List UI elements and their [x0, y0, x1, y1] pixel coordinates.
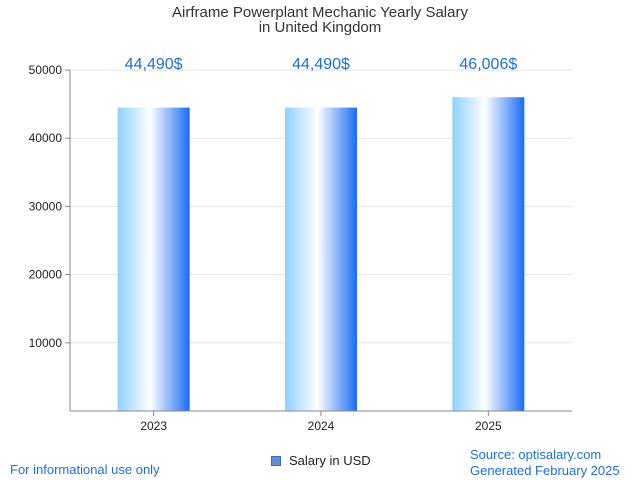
- legend-swatch: [271, 455, 281, 466]
- data-labels: 44,490$ 44,490$ 46,006$: [125, 56, 518, 73]
- generated-text: Generated February 2025: [470, 463, 620, 478]
- y-tick-label: 10000: [29, 336, 63, 350]
- y-tick-label: 40000: [29, 131, 63, 145]
- data-label-2023: 44,490$: [125, 56, 183, 73]
- y-tick-label: 30000: [29, 199, 63, 213]
- axes: 2023 2024 2025: [69, 70, 572, 433]
- source-block: Source: optisalary.com Generated Februar…: [470, 447, 620, 479]
- source-text: Source: optisalary.com: [470, 447, 602, 462]
- bar-2024: [285, 107, 357, 412]
- y-tick-label: 20000: [29, 268, 63, 282]
- legend-label: Salary in USD: [289, 453, 371, 468]
- data-label-2024: 44,490$: [292, 56, 350, 73]
- chart-title-line-2: in United Kingdom: [259, 19, 382, 36]
- bar-2025: [452, 97, 525, 412]
- bars: [117, 97, 525, 412]
- y-tick-label: 50000: [29, 63, 63, 77]
- chart-title-line-1: Airframe Powerplant Mechanic Yearly Sala…: [172, 4, 468, 21]
- data-label-2025: 46,006$: [459, 56, 517, 73]
- x-tick-label: 2023: [140, 419, 167, 433]
- x-tick-label: 2025: [475, 419, 502, 433]
- x-tick-label: 2024: [308, 419, 335, 433]
- legend: Salary in USD: [271, 453, 371, 468]
- bar-2023: [117, 107, 190, 412]
- disclaimer-text: For informational use only: [10, 462, 160, 477]
